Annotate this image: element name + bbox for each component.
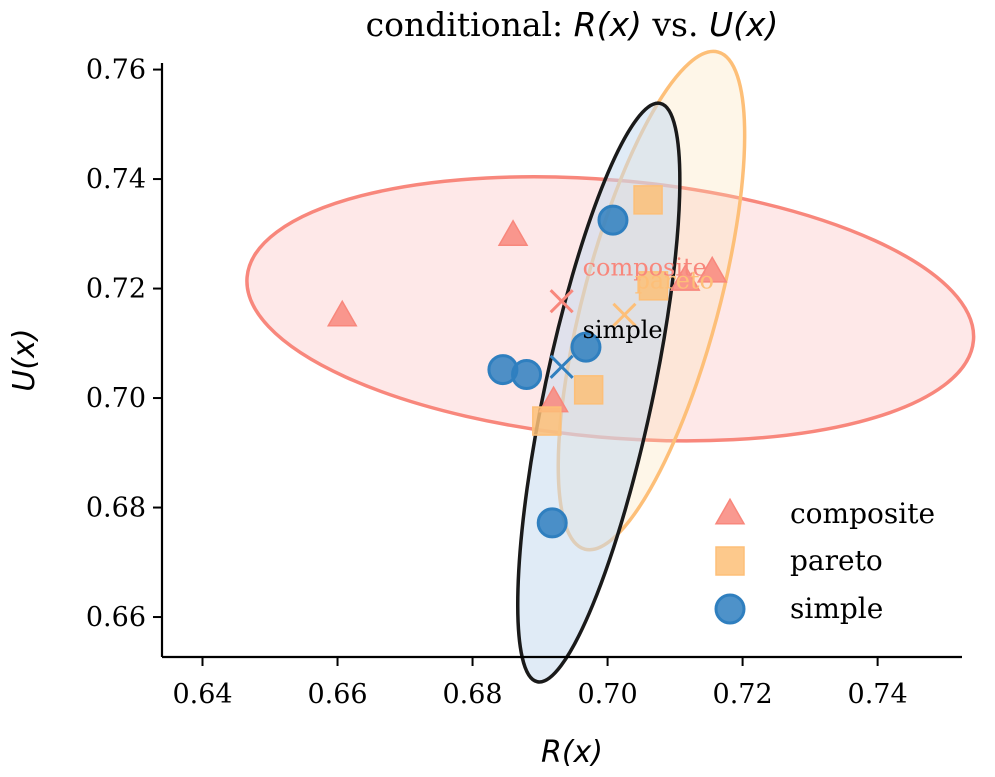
- legend-item-simple: simple: [714, 592, 883, 625]
- point-simple-1: [570, 331, 602, 363]
- legend-marker-simple: [714, 593, 746, 625]
- x-tick-label: 0.66: [307, 679, 367, 710]
- point-pareto-2: [573, 375, 604, 405]
- legend-marker-composite: [714, 497, 746, 525]
- chart-title: conditional: R(x) vs. U(x): [366, 5, 779, 44]
- legend-item-pareto: pareto: [715, 544, 883, 577]
- y-tick-label: 0.72: [86, 274, 146, 305]
- point-pareto-1: [638, 271, 669, 301]
- annotation-pareto: pareto: [635, 267, 714, 295]
- data-points: [326, 185, 728, 539]
- x-tick-label: 0.68: [442, 679, 502, 710]
- mean-marker-composite: [549, 289, 574, 314]
- point-simple-4: [536, 507, 568, 539]
- y-tick-label: 0.70: [86, 383, 146, 414]
- y-tick-label: 0.74: [86, 164, 146, 195]
- x-tick-label: 0.64: [172, 679, 232, 710]
- point-composite-1: [497, 219, 529, 247]
- mean-marker-pareto: [612, 302, 637, 327]
- annotation-simple: simple: [583, 316, 663, 344]
- mean-stroke-b: [612, 302, 637, 327]
- y-axis-ticks: 0.66 0.68 0.70 0.72 0.74 0.76: [86, 55, 162, 633]
- mean-marker-simple: [549, 354, 574, 379]
- legend: composite pareto simple: [714, 497, 935, 625]
- legend-label-composite: composite: [790, 497, 935, 530]
- legend-label-simple: simple: [790, 592, 883, 625]
- y-axis-label: U(x): [7, 328, 42, 391]
- x-axis-label: R(x): [541, 735, 603, 770]
- x-tick-label: 0.74: [848, 679, 908, 710]
- point-composite-0: [326, 299, 358, 327]
- legend-marker-pareto: [715, 546, 745, 576]
- x-tick-label: 0.70: [578, 679, 638, 710]
- x-tick-label: 0.72: [713, 679, 773, 710]
- y-tick-label: 0.66: [86, 602, 146, 633]
- point-composite-3: [669, 264, 701, 291]
- point-composite-4: [696, 255, 728, 283]
- x-axis-ticks: 0.64 0.66 0.68 0.70 0.72 0.74: [172, 657, 908, 710]
- legend-label-pareto: pareto: [790, 544, 883, 577]
- point-pareto-0: [633, 185, 663, 215]
- point-pareto-3: [532, 406, 562, 436]
- point-simple-3: [511, 359, 543, 391]
- mean-stroke-b: [549, 354, 574, 379]
- mean-stroke-b: [549, 289, 574, 314]
- point-simple-0: [597, 204, 629, 236]
- y-tick-label: 0.76: [86, 55, 146, 86]
- annotation-composite: composite: [583, 253, 707, 281]
- y-tick-label: 0.68: [86, 493, 146, 524]
- legend-item-composite: composite: [714, 497, 935, 530]
- mean-markers: [549, 289, 637, 379]
